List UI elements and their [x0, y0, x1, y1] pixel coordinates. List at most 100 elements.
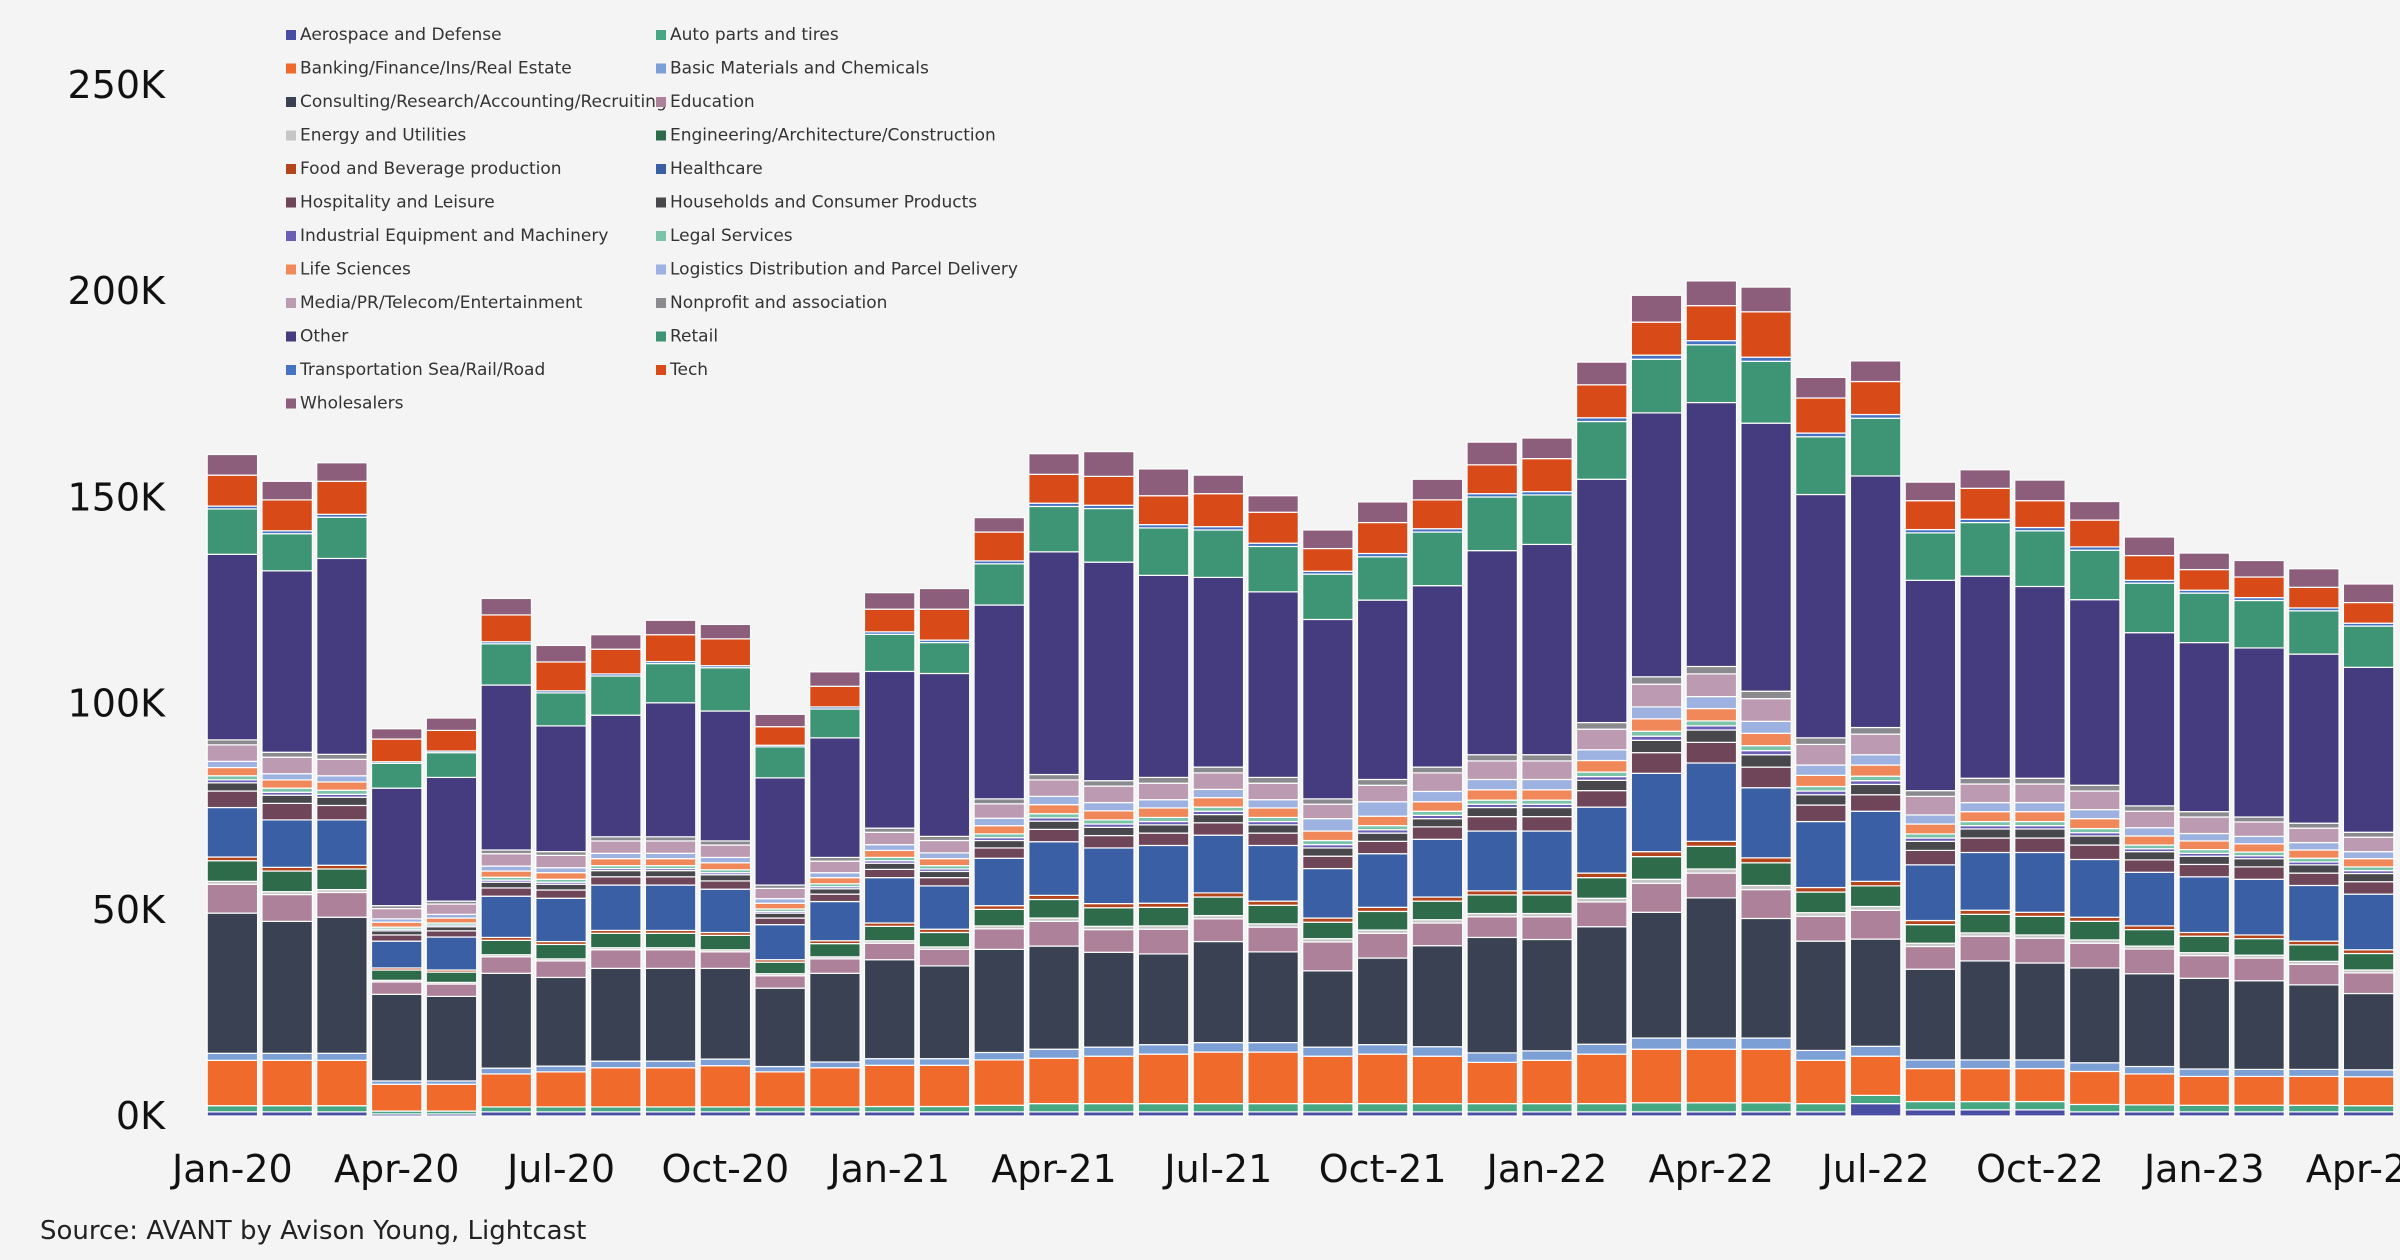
bar-segment [1466, 1103, 1519, 1113]
bar-segment [809, 893, 861, 903]
legend-item: Industrial Equipment and Machinery [286, 226, 608, 246]
bar-segment [1192, 493, 1245, 528]
bar-segment [1137, 574, 1190, 779]
bar-segment [1302, 1055, 1354, 1105]
bar-segment [1411, 585, 1464, 768]
legend-label: Engineering/Architecture/Construction [670, 126, 996, 146]
bar-segment [699, 874, 752, 882]
bar-segment [1630, 358, 1683, 414]
bar-segment [2288, 1111, 2340, 1117]
bar-segment [863, 959, 916, 1060]
bar-segment [1247, 900, 1299, 906]
bar-segment [1247, 591, 1299, 779]
legend-label: Legal Services [670, 226, 793, 246]
bar-segment [1466, 806, 1519, 818]
bar-segment [370, 907, 423, 920]
bar-segment [261, 533, 313, 572]
bar-segment [1630, 1048, 1683, 1104]
bar-segment [316, 1059, 368, 1107]
bar-segment [2288, 963, 2340, 986]
bar-stack-Jul-21 [1192, 474, 1245, 1117]
bar-segment [1521, 916, 1573, 941]
bar-segment [699, 1111, 752, 1117]
bar-segment [206, 775, 259, 781]
x-axis: Jan-20 Apr-20 Jul-20 Oct-20 Jan-21 Apr-21 Jul-… [170, 1147, 2400, 1191]
bar-segment [1192, 1051, 1245, 1105]
legend-item: Media/PR/Telecom/Entertainment [286, 293, 583, 313]
bar-segment [206, 453, 259, 476]
bar-segment [1959, 837, 2011, 854]
bar-segment [1849, 880, 1902, 887]
bar-segment [2288, 827, 2340, 844]
bar-segment [535, 692, 587, 727]
bar-stack-May-22 [1740, 286, 1792, 1117]
bar-segment [206, 1059, 259, 1107]
legend-label: Hospitality and Leisure [300, 193, 495, 213]
legend-swatch [286, 298, 296, 308]
bar-segment [425, 971, 478, 983]
bar-segment [1959, 487, 2011, 520]
bar-segment [754, 987, 806, 1068]
bar-segment [1630, 706, 1683, 720]
bar-segment [1411, 945, 1464, 1048]
legend-label: Basic Materials and Chemicals [670, 59, 929, 79]
bar-segment [1411, 766, 1464, 774]
legend-swatch [656, 130, 666, 141]
bar-segment [2342, 836, 2395, 853]
bar-segment [809, 860, 861, 874]
bar-segment [480, 1073, 533, 1108]
bar-segment [2288, 944, 2340, 962]
bar-segment [590, 648, 642, 675]
bar-segment [1466, 1052, 1519, 1063]
bar-segment [1685, 897, 1738, 1039]
bar-segment [316, 804, 368, 821]
bar-segment [370, 738, 423, 763]
legend-label: Energy and Utilities [300, 126, 466, 146]
bar-segment [2178, 863, 2231, 878]
bar-segment [480, 881, 533, 889]
bar-segment [1904, 1100, 1957, 1111]
bar-segment [1904, 481, 1957, 502]
bar-segment [1302, 618, 1354, 800]
bar-segment [2014, 530, 2066, 588]
legend-label: Life Sciences [300, 260, 411, 280]
legend-item: Aerospace and Defense [286, 25, 502, 45]
bar-segment [1356, 853, 1409, 908]
bar-segment [1082, 1055, 1135, 1105]
bar-segment [1521, 543, 1573, 756]
bar-segment [1575, 1111, 1628, 1117]
bar-segment [699, 623, 752, 640]
bar-segment [973, 798, 1026, 805]
bar-segment [2123, 632, 2176, 807]
bar-segment [370, 993, 423, 1082]
bar-segment [699, 840, 752, 846]
bar-segment [2014, 837, 2066, 854]
x-tick-label: Apr-22 [1649, 1147, 1774, 1191]
bar-segment [1849, 380, 1902, 416]
bar-segment [2014, 1100, 2066, 1111]
bar-segment [644, 619, 697, 636]
bar-segment [1466, 441, 1519, 466]
bar-segment [535, 725, 587, 853]
bar-segment [1521, 894, 1573, 915]
legend-swatch [656, 365, 666, 375]
bar-segment [2342, 872, 2395, 883]
bar-segment [2014, 915, 2066, 936]
bar-segment [1685, 1048, 1738, 1104]
bar-segment [1028, 841, 1080, 896]
bar-segment [2342, 992, 2395, 1071]
bar-segment [261, 920, 313, 1054]
bar-stack-Jul-20 [535, 644, 587, 1117]
bar-stack-Aug-20 [590, 634, 642, 1117]
bar-segment [1466, 464, 1519, 495]
bar-segment [1302, 818, 1354, 832]
bar-segment [1959, 913, 2011, 934]
bar-segment [1028, 473, 1080, 504]
bar-segment [1575, 790, 1628, 808]
bar-segment [590, 884, 642, 932]
bar-stack-Dec-22 [2123, 536, 2176, 1117]
bar-segment [1795, 785, 1847, 792]
bar-segment [1192, 1111, 1245, 1117]
bar-segment [1904, 532, 1957, 581]
bar-segment [1028, 945, 1080, 1050]
